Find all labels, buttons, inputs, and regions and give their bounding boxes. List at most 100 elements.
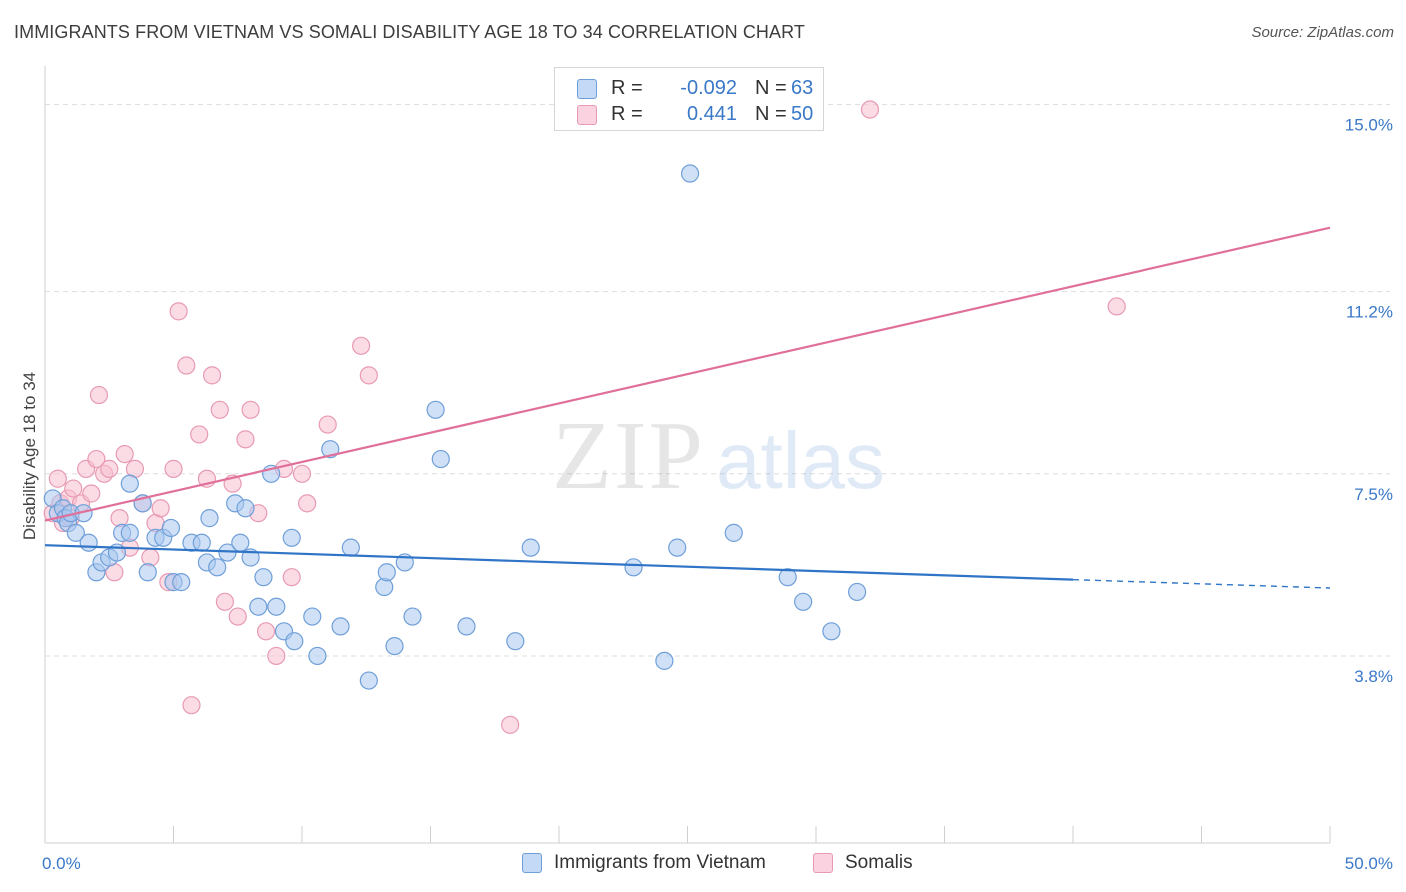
somali-point xyxy=(210,400,229,419)
somali-point xyxy=(110,509,129,528)
y-axis-label: Disability Age 18 to 34 xyxy=(20,372,39,540)
vietnam-point xyxy=(655,651,674,670)
vietnam-point xyxy=(120,523,139,542)
somali-point xyxy=(1107,297,1126,316)
vietnam-point xyxy=(192,533,211,552)
vietnam-point xyxy=(138,563,157,582)
series-label-vietnam: Immigrants from Vietnam xyxy=(554,852,766,873)
axes xyxy=(44,66,1331,844)
somali-point xyxy=(282,568,301,587)
vietnam-point xyxy=(385,636,404,656)
legend-r-value-somali: 0.441 xyxy=(686,103,737,125)
somali-point xyxy=(318,415,337,434)
vietnam-point xyxy=(375,577,394,597)
legend-swatch-vietnam xyxy=(577,79,597,99)
somali-point xyxy=(202,366,222,385)
series-swatch-vietnam xyxy=(522,853,542,873)
somali-point xyxy=(64,479,83,498)
vietnam-point xyxy=(403,607,422,626)
vietnam-point xyxy=(457,617,476,636)
somali-point xyxy=(256,622,276,641)
legend-n-label: N = xyxy=(755,77,787,99)
legend-n-value-vietnam: 63 xyxy=(791,77,814,99)
vietnam-point xyxy=(120,474,139,493)
somali-point xyxy=(228,607,247,626)
legend-n-label: N = xyxy=(755,103,787,125)
somali-point xyxy=(164,459,183,478)
somali-point xyxy=(182,696,201,715)
vietnam-point xyxy=(341,538,360,557)
source-credit: Source: ZipAtlas.com xyxy=(1251,24,1394,41)
somali-point xyxy=(115,445,134,464)
vietnam-point xyxy=(254,568,273,587)
vietnam-point xyxy=(66,523,85,542)
vietnam-point xyxy=(308,646,327,666)
somali-point xyxy=(151,499,170,518)
vietnam-point xyxy=(822,622,841,641)
legend-r-label: R = xyxy=(611,77,643,99)
somali-point xyxy=(190,425,209,444)
vietnam-point xyxy=(431,449,450,469)
axis-labels: 3.8% 7.5% 11.2% 15.0% 0.0% 50.0% xyxy=(42,116,1393,873)
gridlines xyxy=(45,104,1390,657)
vietnam-point xyxy=(236,499,255,518)
legend-swatch-somali xyxy=(577,105,597,125)
x-tick-label-max: 50.0% xyxy=(1345,854,1393,873)
vietnam-point xyxy=(331,617,350,636)
vietnam-trend-line xyxy=(44,544,1074,581)
somali-point xyxy=(501,715,520,734)
vietnam-point xyxy=(724,523,743,542)
watermark-zip: ZIP xyxy=(552,402,705,510)
y-tick-label: 11.2% xyxy=(1346,303,1393,322)
somali-point xyxy=(236,430,255,449)
somali-point xyxy=(267,646,286,666)
series-somalis xyxy=(43,100,1126,734)
vietnam-point xyxy=(161,518,181,538)
vietnam-point xyxy=(249,597,268,616)
somali-point xyxy=(141,548,160,567)
vietnam-point xyxy=(848,582,867,602)
somali-point xyxy=(48,469,67,488)
somali-point xyxy=(87,449,106,469)
vietnam-point xyxy=(794,592,813,611)
somali-point xyxy=(177,356,196,375)
vietnam-point xyxy=(321,440,340,459)
vietnam-point xyxy=(200,509,219,528)
vietnam-point xyxy=(79,533,98,552)
y-tick-label: 15.0% xyxy=(1345,116,1393,135)
somali-point xyxy=(89,385,109,405)
watermark: ZIP atlas xyxy=(552,402,885,510)
trend-lines xyxy=(44,226,1331,589)
vietnam-point xyxy=(624,558,643,577)
somali-point xyxy=(292,464,312,483)
somali-point xyxy=(860,100,880,119)
somali-trend-line xyxy=(44,226,1331,522)
somali-point xyxy=(298,494,317,513)
vietnam-point xyxy=(778,568,797,587)
watermark-atlas: atlas xyxy=(716,416,885,505)
vietnam-point xyxy=(668,538,687,557)
legend-n-value-somali: 50 xyxy=(791,103,814,125)
vietnam-point xyxy=(208,558,227,577)
y-tick-label: 7.5% xyxy=(1354,485,1393,504)
vietnam-point xyxy=(231,533,250,552)
vietnam-point xyxy=(282,528,301,547)
vietnam-trend-extension xyxy=(1072,578,1331,589)
y-tick-label: 3.8% xyxy=(1354,667,1393,686)
vietnam-point xyxy=(680,164,700,183)
vietnam-point xyxy=(172,573,191,592)
somali-point xyxy=(241,400,260,419)
vietnam-point xyxy=(303,607,322,626)
x-tick-label-min: 0.0% xyxy=(42,854,81,873)
vietnam-point xyxy=(426,400,445,419)
correlation-legend: R = -0.092 N = 63 R = 0.441 N = 50 xyxy=(554,67,824,131)
somali-point xyxy=(352,336,371,355)
somali-point xyxy=(215,592,234,611)
vietnam-point xyxy=(506,632,525,651)
legend-r-label: R = xyxy=(611,103,643,125)
somali-point xyxy=(100,459,119,478)
somali-point xyxy=(359,366,378,385)
vietnam-point xyxy=(377,563,396,582)
vietnam-point xyxy=(359,671,378,690)
